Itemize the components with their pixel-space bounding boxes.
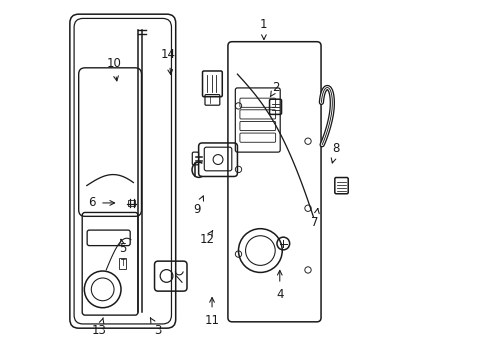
Text: 10: 10 [106,57,121,81]
Text: 12: 12 [199,230,214,247]
Text: 2: 2 [270,81,280,97]
Text: 7: 7 [311,208,319,229]
Text: 13: 13 [92,318,106,337]
Bar [128,200,135,207]
Text: 6: 6 [88,197,114,210]
Text: 1: 1 [260,18,267,40]
Text: T: T [120,259,125,268]
Text: 4: 4 [275,270,283,301]
Text: 9: 9 [193,196,203,216]
Text: 3: 3 [150,318,162,337]
Text: 11: 11 [204,298,219,327]
Text: 14: 14 [161,48,176,75]
Text: 8: 8 [330,142,339,163]
Text: 5: 5 [119,239,126,255]
